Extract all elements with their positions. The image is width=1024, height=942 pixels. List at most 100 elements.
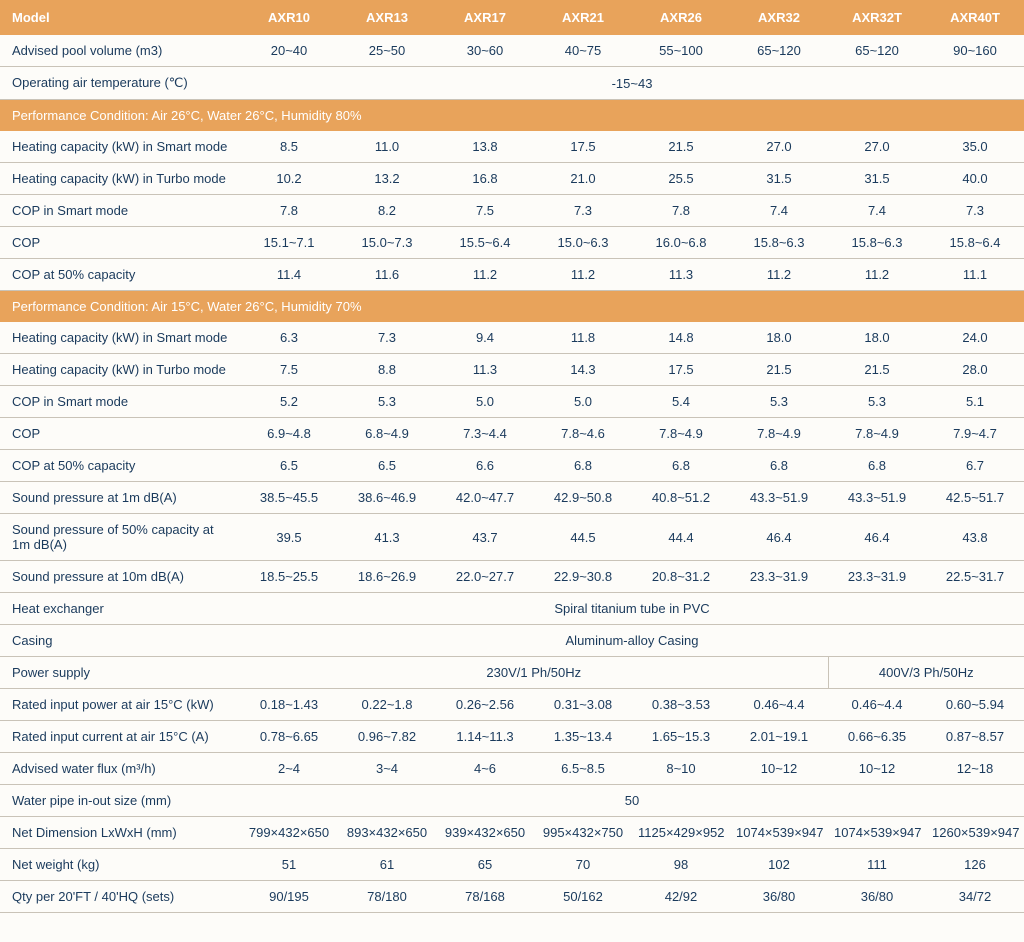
row-span-value: -15~43 <box>240 67 1024 100</box>
row-cell: 27.0 <box>828 131 926 163</box>
row-cell: 43.3~51.9 <box>828 482 926 514</box>
row-cell: 46.4 <box>828 514 926 561</box>
row-cell: 15.5~6.4 <box>436 227 534 259</box>
row-label: Sound pressure at 10m dB(A) <box>0 561 240 593</box>
table-row: CasingAluminum-alloy Casing <box>0 625 1024 657</box>
row-cell: 102 <box>730 849 828 881</box>
table-row: Sound pressure at 10m dB(A)18.5~25.518.6… <box>0 561 1024 593</box>
row-cell: 25.5 <box>632 163 730 195</box>
row-cell: 6.9~4.8 <box>240 418 338 450</box>
row-cell: 34/72 <box>926 881 1024 913</box>
row-cell: 35.0 <box>926 131 1024 163</box>
row-cell: 7.4 <box>828 195 926 227</box>
row-cell: 1.14~11.3 <box>436 721 534 753</box>
row-cell: 90~160 <box>926 35 1024 67</box>
row-cell: 8.5 <box>240 131 338 163</box>
row-cell: 10.2 <box>240 163 338 195</box>
row-label: Heating capacity (kW) in Smart mode <box>0 131 240 163</box>
row-label: Heating capacity (kW) in Turbo mode <box>0 163 240 195</box>
table-row: Net weight (kg)5161657098102111126 <box>0 849 1024 881</box>
row-cell: 78/168 <box>436 881 534 913</box>
table-row: Advised water flux (m³/h)2~43~44~66.5~8.… <box>0 753 1024 785</box>
row-cell: 42.9~50.8 <box>534 482 632 514</box>
row-cell: 7.8~4.9 <box>730 418 828 450</box>
row-cell: 893×432×650 <box>338 817 436 849</box>
row-cell: 11.1 <box>926 259 1024 291</box>
row-cell: 21.5 <box>828 354 926 386</box>
row-cell: 0.78~6.65 <box>240 721 338 753</box>
row-cell: 55~100 <box>632 35 730 67</box>
row-cell: 7.4 <box>730 195 828 227</box>
row-cell: 0.46~4.4 <box>828 689 926 721</box>
row-cell: 0.26~2.56 <box>436 689 534 721</box>
row-label: Operating air temperature (℃) <box>0 67 240 100</box>
row-label: Sound pressure of 50% capacity at 1m dB(… <box>0 514 240 561</box>
row-cell: 0.38~3.53 <box>632 689 730 721</box>
row-label: COP <box>0 227 240 259</box>
section-header-label: Performance Condition: Air 26°C, Water 2… <box>0 100 1024 132</box>
row-cell: 7.9~4.7 <box>926 418 1024 450</box>
row-cell: 70 <box>534 849 632 881</box>
table-row: Heating capacity (kW) in Smart mode6.37.… <box>0 322 1024 354</box>
header-col: AXR17 <box>436 0 534 35</box>
header-col: AXR32T <box>828 0 926 35</box>
row-cell: 5.2 <box>240 386 338 418</box>
row-label: Rated input current at air 15°C (A) <box>0 721 240 753</box>
header-col: AXR40T <box>926 0 1024 35</box>
row-cell: 13.2 <box>338 163 436 195</box>
row-cell: 7.8 <box>632 195 730 227</box>
row-cell: 46.4 <box>730 514 828 561</box>
row-cell: 43.7 <box>436 514 534 561</box>
row-cell: 5.4 <box>632 386 730 418</box>
table-row: COP at 50% capacity6.56.56.66.86.86.86.8… <box>0 450 1024 482</box>
row-cell: 28.0 <box>926 354 1024 386</box>
table-row: COP in Smart mode7.88.27.57.37.87.47.47.… <box>0 195 1024 227</box>
row-cell: 6.8 <box>534 450 632 482</box>
row-cell: 0.22~1.8 <box>338 689 436 721</box>
row-cell: 18.0 <box>828 322 926 354</box>
table-row: COP in Smart mode5.25.35.05.05.45.35.35.… <box>0 386 1024 418</box>
row-cell: 8~10 <box>632 753 730 785</box>
row-cell: 18.0 <box>730 322 828 354</box>
row-cell: 18.5~25.5 <box>240 561 338 593</box>
table-row: Advised pool volume (m3)20~4025~5030~604… <box>0 35 1024 67</box>
table-row: Performance Condition: Air 15°C, Water 2… <box>0 291 1024 323</box>
row-cell: 7.5 <box>436 195 534 227</box>
row-label: Advised water flux (m³/h) <box>0 753 240 785</box>
row-cell: 40.0 <box>926 163 1024 195</box>
row-label: Heating capacity (kW) in Smart mode <box>0 322 240 354</box>
row-cell: 10~12 <box>730 753 828 785</box>
row-cell: 6.5~8.5 <box>534 753 632 785</box>
section-header-label: Performance Condition: Air 15°C, Water 2… <box>0 291 1024 323</box>
row-cell: 11.3 <box>632 259 730 291</box>
row-cell: 1.65~15.3 <box>632 721 730 753</box>
row-cell: 61 <box>338 849 436 881</box>
row-cell: 15.8~6.4 <box>926 227 1024 259</box>
row-cell: 5.0 <box>534 386 632 418</box>
header-col: AXR10 <box>240 0 338 35</box>
row-cell: 6.5 <box>338 450 436 482</box>
row-cell: 5.3 <box>338 386 436 418</box>
row-cell: 6.8 <box>632 450 730 482</box>
row-cell: 30~60 <box>436 35 534 67</box>
table-row: Rated input current at air 15°C (A)0.78~… <box>0 721 1024 753</box>
row-cell: 17.5 <box>534 131 632 163</box>
row-cell: 6.8 <box>828 450 926 482</box>
header-col: AXR13 <box>338 0 436 35</box>
row-cell: 3~4 <box>338 753 436 785</box>
row-cell: 11.3 <box>436 354 534 386</box>
row-cell: 11.2 <box>828 259 926 291</box>
table-row: Water pipe in-out size (mm)50 <box>0 785 1024 817</box>
header-label: Model <box>0 0 240 35</box>
table-row: Sound pressure at 1m dB(A)38.5~45.538.6~… <box>0 482 1024 514</box>
row-cell: 98 <box>632 849 730 881</box>
row-cell: 1074×539×947 <box>730 817 828 849</box>
row-cell: 38.5~45.5 <box>240 482 338 514</box>
row-cell: 27.0 <box>730 131 828 163</box>
row-span-value: 230V/1 Ph/50Hz <box>240 657 828 689</box>
row-cell: 22.0~27.7 <box>436 561 534 593</box>
table-row: COP15.1~7.115.0~7.315.5~6.415.0~6.316.0~… <box>0 227 1024 259</box>
row-cell: 4~6 <box>436 753 534 785</box>
row-cell: 15.1~7.1 <box>240 227 338 259</box>
row-cell: 6.8~4.9 <box>338 418 436 450</box>
